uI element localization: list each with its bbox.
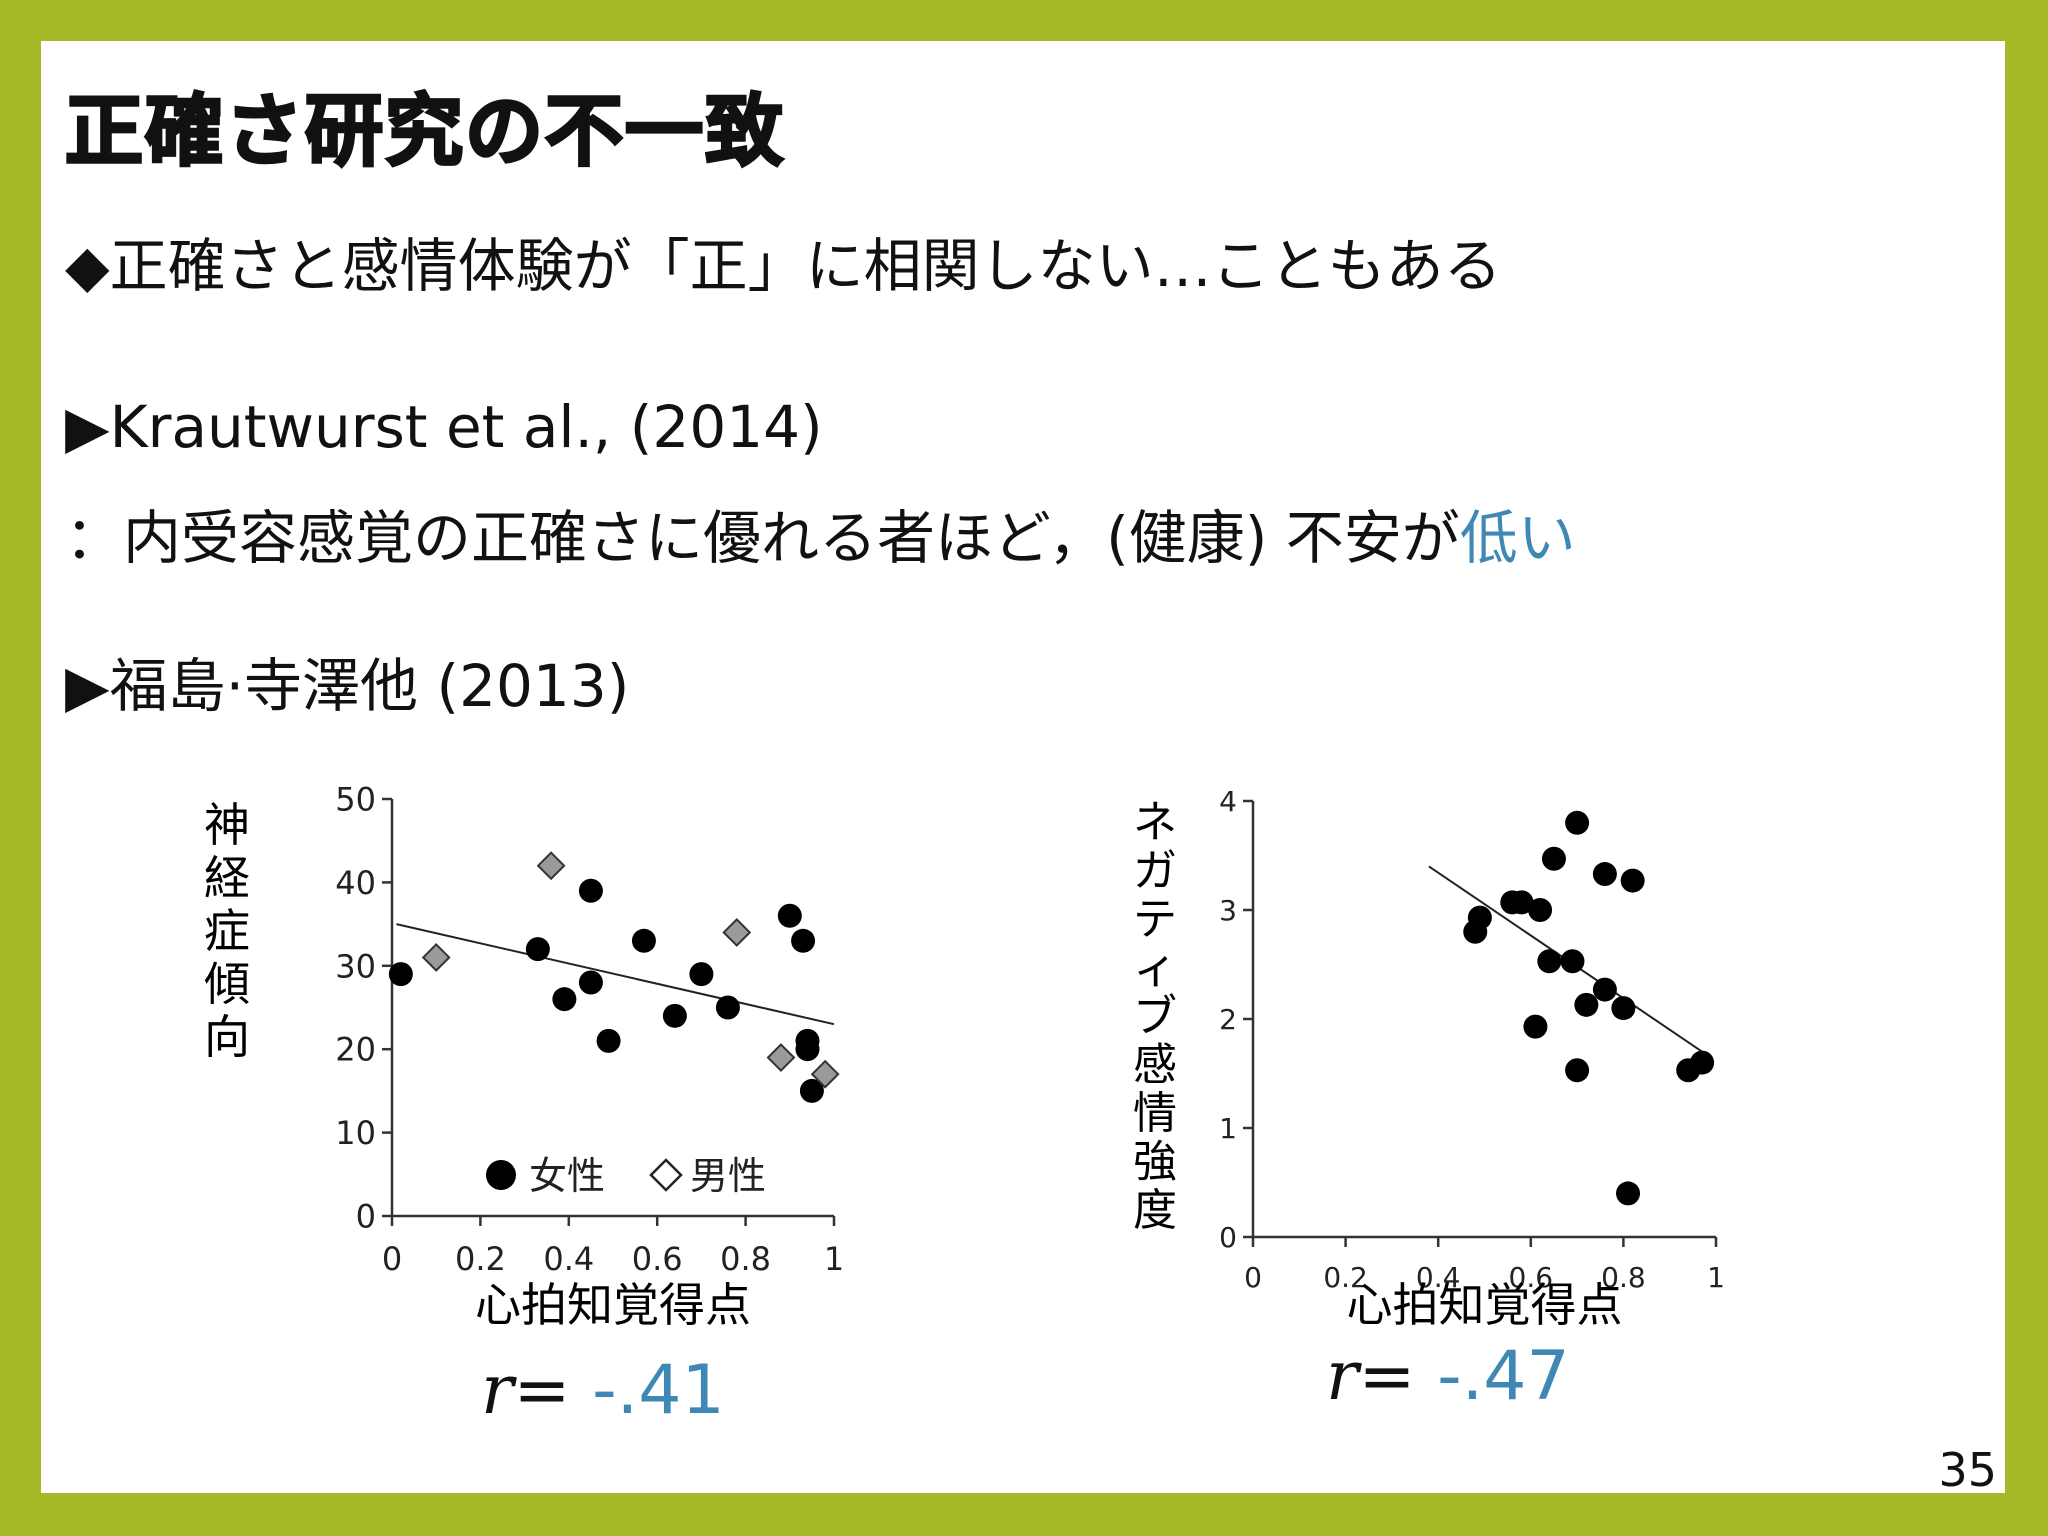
data-point-circle bbox=[799, 1078, 824, 1103]
data-point-circle bbox=[1541, 846, 1566, 871]
slide: 正確さ研究の不一致 ◆正確さと感情体験が「正」に相関しない…こともある ▶Kra… bbox=[41, 41, 2005, 1497]
data-point-circle bbox=[388, 962, 413, 987]
equals-sign: = bbox=[1358, 1337, 1416, 1416]
data-point-circle bbox=[631, 928, 656, 953]
x-tick-label: 0.8 bbox=[1601, 1261, 1646, 1294]
legend-diamond-icon bbox=[649, 1158, 683, 1192]
legend-label-male: 男性 bbox=[690, 1154, 766, 1198]
r-value: -.41 bbox=[592, 1351, 725, 1430]
data-point-circle bbox=[578, 970, 603, 995]
data-point-circle bbox=[1528, 898, 1553, 922]
x-tick-label: 0.8 bbox=[720, 1240, 771, 1278]
y-axis-label: ネガティブ感情強度 bbox=[1133, 797, 1177, 1236]
correlation-label-1: r= -.41 bbox=[481, 1351, 725, 1430]
y-tick-label: 2 bbox=[1219, 1003, 1237, 1036]
bullet-text-1: 正確さと感情体験が「正」に相関しない…こともある bbox=[109, 232, 1502, 300]
diamond-icon: ◆ bbox=[65, 232, 110, 300]
legend-circle-icon bbox=[486, 1160, 516, 1190]
y-tick-label: 40 bbox=[335, 864, 376, 902]
data-point-circle bbox=[1509, 890, 1534, 915]
finding-highlight: 低い bbox=[1459, 504, 1576, 572]
slide-title: 正確さ研究の不一致 bbox=[63, 86, 786, 179]
data-point-circle bbox=[552, 987, 577, 1012]
y-tick-label: 1 bbox=[1219, 1112, 1237, 1145]
y-tick-label: 0 bbox=[356, 1198, 376, 1236]
trend-line bbox=[396, 923, 835, 1026]
data-point-circle bbox=[795, 1028, 820, 1053]
bullet-line-1: ◆正確さと感情体験が「正」に相関しない…こともある bbox=[65, 219, 1502, 303]
r-symbol: r bbox=[481, 1351, 514, 1430]
x-tick-label: 0.6 bbox=[632, 1240, 683, 1278]
x-tick-label: 0.4 bbox=[543, 1240, 594, 1278]
r-value: -.47 bbox=[1437, 1337, 1570, 1416]
data-point-circle bbox=[1690, 1050, 1715, 1075]
data-point-circle bbox=[1574, 992, 1599, 1017]
data-point-circle bbox=[662, 1003, 687, 1028]
legend-label-female: 女性 bbox=[529, 1154, 605, 1198]
data-point-circle bbox=[1565, 810, 1590, 835]
y-tick-label: 0 bbox=[1219, 1221, 1237, 1254]
data-point-circle bbox=[777, 903, 802, 928]
data-point-circle bbox=[1523, 1014, 1548, 1039]
equals-sign: = bbox=[513, 1351, 571, 1430]
data-point-diamond bbox=[722, 918, 752, 947]
citation-line-2: ▶福島·寺澤他 (2013) bbox=[65, 639, 629, 723]
page-number: 35 bbox=[1938, 1443, 1997, 1497]
y-tick-label: 20 bbox=[335, 1031, 376, 1069]
data-point-circle bbox=[578, 878, 603, 903]
data-point-diamond bbox=[810, 1059, 840, 1089]
x-tick-label: 1 bbox=[1707, 1261, 1725, 1294]
data-point-diamond bbox=[536, 851, 566, 881]
finding-line-1: ：内受容感覚の正確さに優れる者ほど，(健康) 不安が低い bbox=[65, 491, 1576, 575]
x-tick-label: 0 bbox=[382, 1240, 402, 1278]
y-tick-label: 4 bbox=[1219, 785, 1237, 818]
x-tick-label: 0.6 bbox=[1509, 1261, 1554, 1294]
x-tick-label: 0.4 bbox=[1416, 1261, 1461, 1294]
data-point-circle bbox=[689, 962, 714, 987]
x-axis-label: 心拍知覚得点 bbox=[475, 1278, 751, 1332]
x-tick-label: 0.2 bbox=[1323, 1261, 1368, 1294]
y-axis-label: 神経症傾向 bbox=[204, 798, 250, 1064]
data-point-circle bbox=[1611, 996, 1636, 1021]
data-point-circle bbox=[525, 937, 550, 962]
y-tick-label: 30 bbox=[335, 947, 376, 985]
data-point-circle bbox=[1620, 868, 1645, 893]
data-point-circle bbox=[1565, 1058, 1590, 1083]
x-tick-label: 0 bbox=[1244, 1261, 1262, 1294]
scatter-chart-neuroticism: 0 10 20 30 40 50 0 0.2 0.4 0.6 0.8 1 女性 男性 神経症傾向 心拍知… bbox=[204, 781, 844, 1332]
citation-1: Krautwurst et al., (2014) bbox=[109, 393, 823, 461]
data-point-circle bbox=[715, 995, 740, 1020]
data-point-circle bbox=[791, 928, 816, 953]
correlation-label-2: r= -.47 bbox=[1326, 1337, 1570, 1416]
data-point-circle bbox=[1616, 1181, 1641, 1206]
scatter-chart-negative-emotion: 0 1 2 3 4 0 0.2 0.4 0.6 0.8 1 ネガティブ感情強度 心拍知覚得点 bbox=[1133, 785, 1725, 1332]
data-point-circle bbox=[1467, 905, 1492, 930]
data-point-diamond bbox=[766, 1043, 796, 1072]
y-tick-label: 50 bbox=[335, 781, 376, 819]
triangle-right-icon: ▶ bbox=[65, 652, 110, 720]
triangle-right-icon: ▶ bbox=[65, 393, 110, 461]
r-symbol: r bbox=[1326, 1337, 1359, 1416]
x-axis-label: 心拍知覚得点 bbox=[1347, 1278, 1623, 1332]
data-point-circle bbox=[1560, 949, 1585, 974]
citation-2: 福島·寺澤他 (2013) bbox=[109, 652, 630, 720]
y-tick-label: 10 bbox=[335, 1114, 376, 1152]
data-point-circle bbox=[596, 1028, 621, 1053]
data-point-circle bbox=[1592, 977, 1617, 1002]
data-point-circle bbox=[1537, 949, 1562, 974]
data-point-circle bbox=[1592, 862, 1617, 887]
y-tick-label: 3 bbox=[1219, 894, 1237, 927]
citation-line-1: ▶Krautwurst et al., (2014) bbox=[65, 393, 823, 461]
x-tick-label: 1 bbox=[824, 1240, 844, 1278]
data-point-diamond bbox=[421, 943, 451, 972]
x-tick-label: 0.2 bbox=[455, 1240, 506, 1278]
finding-text: ：内受容感覚の正確さに優れる者ほど，(健康) 不安が bbox=[65, 504, 1460, 572]
